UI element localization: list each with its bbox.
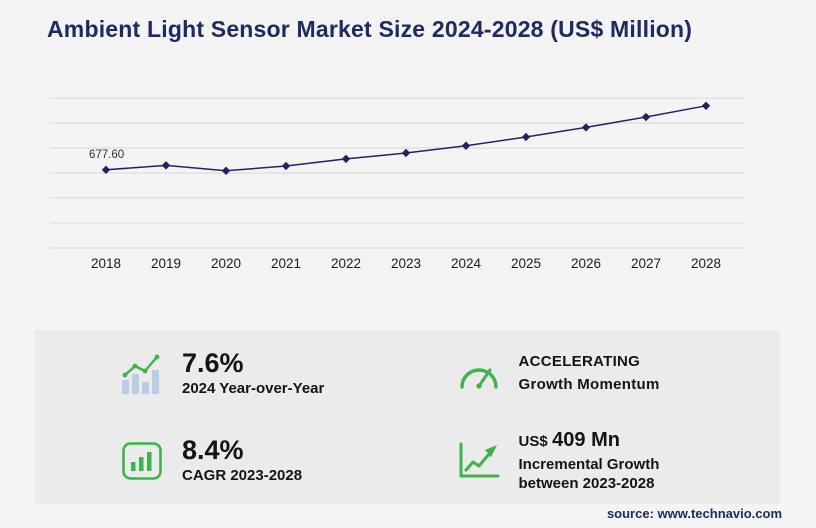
speedometer-icon xyxy=(455,357,503,391)
momentum-text: ACCELERATING Growth Momentum xyxy=(519,351,660,396)
svg-text:2019: 2019 xyxy=(151,256,181,271)
svg-text:2024: 2024 xyxy=(451,256,482,271)
momentum-line2: Growth Momentum xyxy=(518,375,660,393)
svg-text:2023: 2023 xyxy=(391,256,421,271)
gridlines xyxy=(50,97,745,249)
yoy-text: 7.6% 2024 Year-over-Year xyxy=(182,348,324,399)
svg-text:2027: 2027 xyxy=(631,256,661,271)
yoy-label: 2024 Year-over-Year xyxy=(182,380,325,398)
cagr-text: 8.4% CAGR 2023-2028 xyxy=(182,435,302,486)
bar-chart-trend-icon xyxy=(118,352,166,396)
svg-text:2028: 2028 xyxy=(691,256,721,271)
svg-text:2018: 2018 xyxy=(91,256,121,271)
stat-yoy: 7.6% 2024 Year-over-Year xyxy=(35,330,408,417)
svg-text:2026: 2026 xyxy=(571,256,601,271)
series-line xyxy=(105,105,707,172)
svg-text:2022: 2022 xyxy=(331,256,361,271)
svg-text:2021: 2021 xyxy=(271,256,301,271)
bar-chart-box-icon xyxy=(118,441,166,481)
incremental-text: US$ 409 Mn Incremental Growth between 20… xyxy=(519,428,660,494)
incremental-currency: US$ xyxy=(518,432,548,450)
cagr-label: CAGR 2023-2028 xyxy=(182,467,303,485)
svg-text:2025: 2025 xyxy=(511,256,541,271)
source-text: source: www.technavio.com xyxy=(606,506,782,521)
stat-incremental: US$ 409 Mn Incremental Growth between 20… xyxy=(408,417,781,504)
cagr-value: 8.4% xyxy=(182,435,244,466)
incremental-value: 409 Mn xyxy=(552,428,620,451)
line-chart: 677.60 2018 2019 2020 2021 2022 2023 2024 2025 20… xyxy=(48,84,788,279)
x-axis-labels: 2018 2019 2020 2021 2022 2023 2024 2025 2026 2027… xyxy=(91,256,721,271)
stat-momentum: ACCELERATING Growth Momentum xyxy=(408,330,781,417)
stats-panel: 7.6% 2024 Year-over-Year ACCELERATING Gr… xyxy=(35,330,780,504)
chart-title: Ambient Light Sensor Market Size 2024-20… xyxy=(47,16,693,42)
first-point-label: 677.60 xyxy=(89,149,124,161)
growth-chart-icon xyxy=(455,442,503,480)
incremental-label-line2: between 2023-2028 xyxy=(518,475,655,492)
stat-cagr: 8.4% CAGR 2023-2028 xyxy=(35,417,408,504)
momentum-line1: ACCELERATING xyxy=(518,353,641,370)
incremental-label-line1: Incremental Growth xyxy=(518,455,660,473)
incremental-value-line: US$ 409 Mn xyxy=(519,428,660,453)
svg-text:2020: 2020 xyxy=(211,256,241,271)
series-markers xyxy=(101,101,711,176)
yoy-value: 7.6% xyxy=(182,348,244,379)
